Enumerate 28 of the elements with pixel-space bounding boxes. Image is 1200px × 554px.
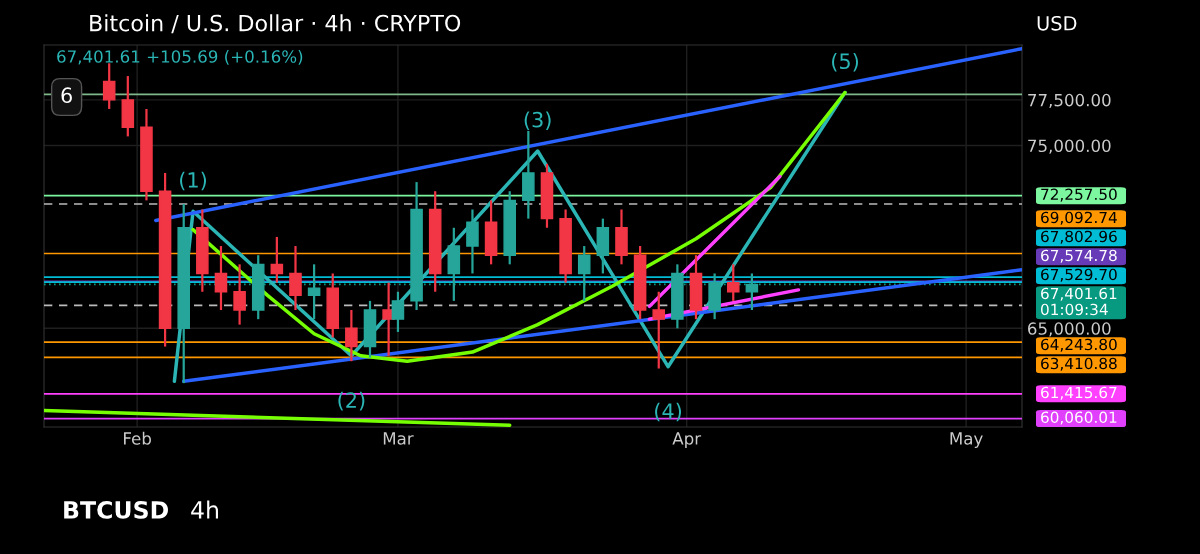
y-tick-label: 65,000.00	[1028, 322, 1111, 337]
x-tick-label: Apr	[672, 432, 702, 448]
x-tick-label: May	[950, 432, 983, 448]
ref-line-label: 67,529.70	[1041, 268, 1117, 282]
text: BTCUSD	[64, 500, 168, 519]
annotation: (5)	[832, 52, 858, 72]
chart-title: Bitcoin / U.S. Dollar · 4h · CRYPTO	[90, 14, 461, 34]
annotation: (3)	[524, 111, 551, 130]
annotation: (2)	[338, 391, 365, 411]
chart-subtitle: 67,401.61 +105.69 (+0.16%)	[57, 49, 303, 65]
ref-line-label: 60,060.01	[1041, 411, 1117, 425]
annotation: (1)	[180, 171, 206, 191]
annotation: 6	[61, 87, 72, 104]
text: 4h	[191, 500, 218, 519]
ref-line-label: 67,574.78	[1041, 249, 1117, 263]
ref-line-label: 69,092.74	[1041, 211, 1117, 225]
ref-line-label: 61,415.67	[1041, 386, 1117, 400]
x-tick-label: Mar	[383, 432, 414, 445]
y-tick-label: 75,000.00	[1028, 139, 1111, 154]
text: USD	[1037, 15, 1077, 31]
ref-line-label: 63,410.88	[1041, 357, 1117, 371]
x-tick-label: Feb	[124, 431, 151, 445]
annotation: (4)	[655, 402, 682, 422]
ref-line-label: 64,243.80	[1041, 338, 1117, 352]
ref-line-label: 72,257.50	[1041, 188, 1117, 202]
y-tick-label: 77,500.00	[1028, 93, 1111, 109]
ref-line-label: 67,802.96	[1041, 230, 1117, 244]
ref-line-label: 67,401.61 01:09:34	[1041, 287, 1117, 316]
